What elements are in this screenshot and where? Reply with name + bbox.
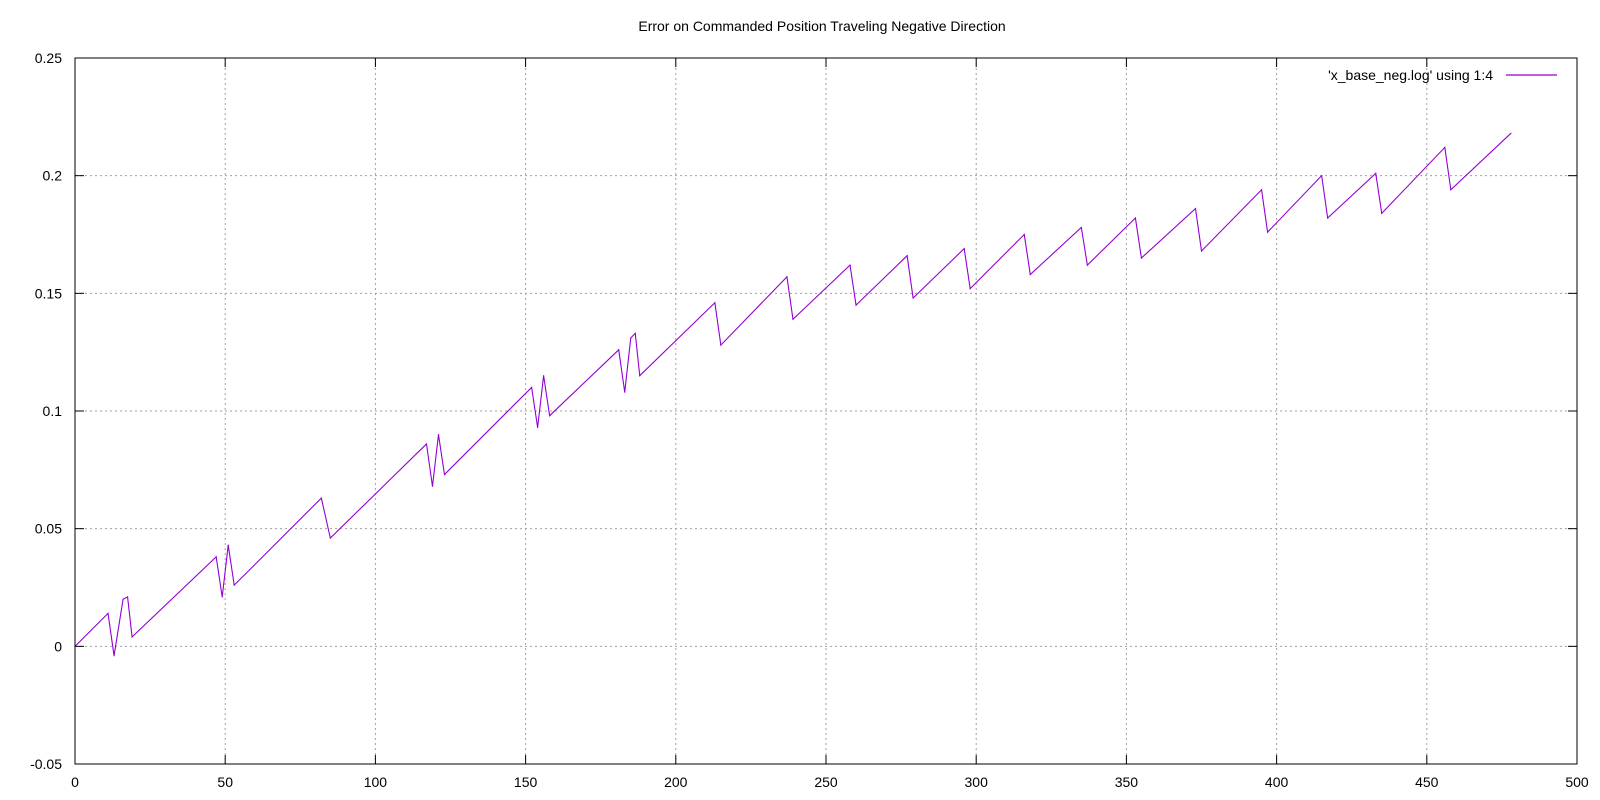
tick-labels: 0 50 100 150 200 250 300 350 400 450 500 -0.05 0 0.05… bbox=[30, 50, 1589, 790]
data-point bbox=[1450, 189, 1452, 191]
data-point bbox=[1260, 189, 1263, 191]
data-point bbox=[639, 375, 641, 377]
data-point bbox=[1023, 233, 1025, 236]
data-point bbox=[624, 391, 626, 393]
data-point bbox=[855, 304, 857, 306]
data-point bbox=[543, 375, 545, 377]
data-point bbox=[963, 248, 965, 250]
data-point bbox=[107, 612, 109, 614]
data-point bbox=[431, 485, 434, 487]
chart-title: Error on Commanded Position Traveling Ne… bbox=[638, 18, 1005, 34]
y-tick-label: 0 bbox=[54, 638, 62, 654]
data-point bbox=[849, 264, 851, 266]
data-point bbox=[549, 415, 551, 417]
legend-label: 'x_base_neg.log' using 1:4 bbox=[1328, 67, 1493, 83]
data-point bbox=[320, 497, 322, 499]
data-point bbox=[630, 337, 632, 339]
y-tick-label: -0.05 bbox=[30, 756, 62, 772]
series-layer bbox=[74, 132, 1512, 657]
data-point bbox=[618, 349, 620, 351]
data-point bbox=[1321, 175, 1323, 177]
data-point bbox=[1200, 250, 1203, 252]
data-point bbox=[131, 636, 133, 638]
data-point bbox=[1327, 217, 1329, 219]
x-tick-label: 500 bbox=[1565, 774, 1589, 790]
y-tick-label: 0.1 bbox=[43, 403, 63, 419]
data-point bbox=[233, 584, 235, 586]
data-point bbox=[1140, 257, 1143, 259]
data-point bbox=[437, 433, 440, 436]
data-point bbox=[1080, 226, 1082, 229]
x-tick-label: 100 bbox=[364, 774, 388, 790]
y-tick-label: 0.25 bbox=[35, 50, 62, 66]
y-tick-label: 0.2 bbox=[43, 168, 63, 184]
data-point bbox=[1444, 146, 1446, 149]
data-point bbox=[537, 426, 539, 429]
data-point bbox=[714, 302, 716, 304]
data-point bbox=[443, 473, 446, 476]
y-tick-label: 0.15 bbox=[35, 285, 62, 301]
data-point bbox=[720, 344, 722, 346]
data-point bbox=[906, 255, 908, 257]
legend: 'x_base_neg.log' using 1:4 bbox=[1328, 67, 1557, 83]
data-point bbox=[227, 544, 229, 546]
x-tick-label: 300 bbox=[965, 774, 989, 790]
x-tick-label: 350 bbox=[1115, 774, 1139, 790]
data-point bbox=[1375, 172, 1377, 174]
data-point bbox=[912, 297, 914, 299]
data-point bbox=[1029, 273, 1031, 276]
data-point bbox=[1194, 208, 1197, 210]
data-point bbox=[215, 556, 217, 558]
grid-lines bbox=[75, 58, 1577, 764]
plot-frame bbox=[74, 57, 1578, 765]
data-point bbox=[1086, 264, 1088, 266]
data-point bbox=[221, 596, 223, 598]
data-point bbox=[1381, 212, 1383, 214]
x-tick-label: 0 bbox=[71, 774, 79, 790]
y-tick-label: 0.05 bbox=[35, 521, 62, 537]
series-line bbox=[74, 132, 1512, 656]
data-point bbox=[126, 596, 129, 598]
x-tick-label: 50 bbox=[217, 774, 233, 790]
x-tick-label: 400 bbox=[1265, 774, 1289, 790]
data-point bbox=[329, 537, 331, 539]
data-point bbox=[969, 288, 971, 290]
x-tick-label: 200 bbox=[664, 774, 688, 790]
data-point bbox=[792, 318, 794, 320]
data-point bbox=[425, 443, 428, 445]
data-point bbox=[1134, 217, 1137, 219]
data-point bbox=[786, 276, 788, 278]
data-point bbox=[634, 332, 636, 334]
x-tick-label: 150 bbox=[514, 774, 538, 790]
data-point bbox=[531, 386, 533, 389]
data-point bbox=[1266, 231, 1269, 233]
x-tick-label: 450 bbox=[1415, 774, 1439, 790]
x-tick-label: 250 bbox=[814, 774, 838, 790]
data-point bbox=[113, 655, 115, 657]
data-point bbox=[1510, 132, 1512, 134]
data-point bbox=[122, 598, 124, 600]
